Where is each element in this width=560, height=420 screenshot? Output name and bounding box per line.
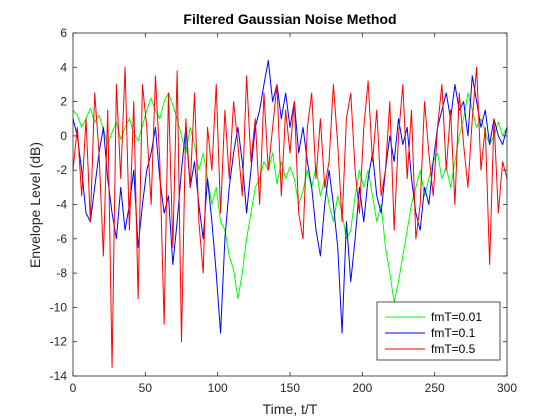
y-tick-label: -2 [56,163,67,177]
y-tick-label: 2 [60,95,67,109]
x-tick-label: 100 [208,381,228,395]
legend-label-2: fmT=0.1 [431,326,476,340]
y-axis-label: Envelope Level (dB) [27,142,43,268]
legend-label-1: fmT=0.01 [431,310,482,324]
y-tick-label: -4 [56,198,67,212]
y-tick-label: -14 [50,369,68,383]
y-tick-label: 4 [60,60,67,74]
y-tick-label: -8 [56,266,67,280]
y-tick-label: -12 [50,335,68,349]
x-tick-label: 250 [425,381,445,395]
y-tick-label: -10 [50,300,68,314]
chart-title: Filtered Gaussian Noise Method [183,11,396,27]
y-tick-label: -6 [56,232,67,246]
x-tick-label: 0 [70,381,77,395]
y-tick-label: 0 [60,129,67,143]
x-tick-label: 300 [497,381,517,395]
x-tick-label: 200 [352,381,372,395]
legend: fmT=0.01 fmT=0.1 fmT=0.5 [377,302,500,360]
x-axis-label: Time, t/T [263,401,318,417]
y-tick-label: 6 [60,26,67,40]
x-tick-label: 50 [139,381,153,395]
legend-label-3: fmT=0.5 [431,342,476,356]
x-tick-label: 150 [280,381,300,395]
